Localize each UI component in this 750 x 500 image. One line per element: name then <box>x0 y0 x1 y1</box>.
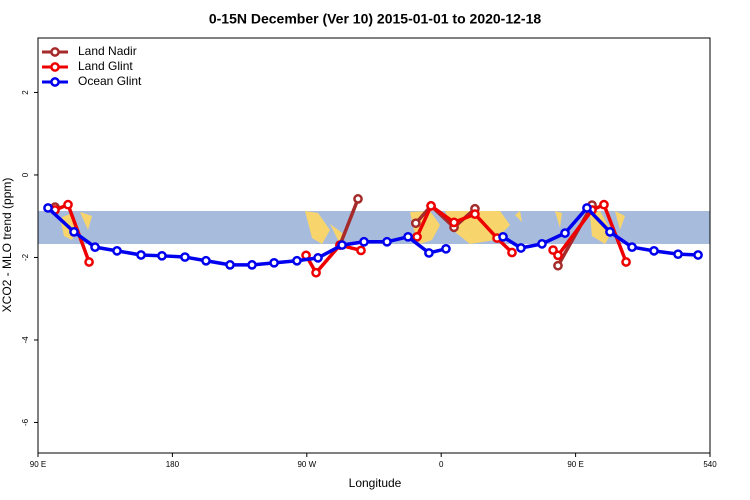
series-point <box>412 231 422 242</box>
legend-label: Ocean Glint <box>78 74 142 88</box>
series-point <box>441 243 451 254</box>
series-point <box>356 245 366 256</box>
series-point <box>201 255 211 266</box>
legend-marker <box>50 77 60 87</box>
series-point <box>69 227 79 237</box>
series-point <box>621 257 631 267</box>
series-point <box>599 199 609 210</box>
x-tick-label: 180 <box>166 460 180 469</box>
series-point <box>403 231 413 242</box>
y-tick-label: -4 <box>21 336 30 344</box>
series-point <box>313 253 323 263</box>
series-point <box>516 243 526 253</box>
series-point <box>136 250 146 260</box>
series-point <box>649 246 659 256</box>
series-line <box>502 206 699 257</box>
plot-frame <box>37 37 711 454</box>
series-point <box>247 260 257 270</box>
series-point <box>553 260 563 271</box>
x-tick-label: 0 <box>439 460 444 469</box>
series-point <box>84 257 94 267</box>
series-point <box>63 199 73 210</box>
y-axis-label: XCO2 - MLO trend (ppm) <box>0 178 14 313</box>
legend-label: Land Nadir <box>78 44 137 58</box>
series-point <box>410 218 421 229</box>
x-tick-label: 90 W <box>297 460 316 469</box>
series-point <box>269 257 279 268</box>
legend-marker <box>50 47 60 57</box>
x-axis-label: Longitude <box>349 476 402 490</box>
series-point <box>553 250 563 261</box>
series-point <box>560 228 570 238</box>
y-tick-label: -2 <box>21 253 30 261</box>
series-point <box>673 249 683 260</box>
series-point <box>582 203 592 213</box>
series-point <box>90 242 100 253</box>
chart-title: 0-15N December (Ver 10) 2015-01-01 to 20… <box>209 11 542 27</box>
series-point <box>353 194 363 204</box>
series-point <box>426 201 436 211</box>
series-line <box>338 198 360 246</box>
series-point <box>157 250 167 261</box>
series-point <box>311 267 321 278</box>
series-line <box>304 243 362 275</box>
x-tick-label: 90 E <box>30 460 46 469</box>
series-point <box>605 227 615 237</box>
series-point <box>424 248 434 258</box>
legend-label: Land Glint <box>78 59 133 73</box>
series-point <box>180 252 190 262</box>
series-point <box>537 238 547 249</box>
series-point <box>693 250 703 260</box>
x-tick-label: 90 E <box>567 460 583 469</box>
series-point <box>112 246 122 256</box>
y-tick-label: 0 <box>21 172 30 177</box>
map-band <box>38 211 710 244</box>
series-point <box>498 231 508 242</box>
series-point <box>507 247 517 258</box>
series-point <box>382 236 392 247</box>
series-point <box>359 236 369 247</box>
series-point <box>43 203 53 213</box>
series-point <box>470 209 480 219</box>
legend-marker <box>50 62 60 72</box>
series-point <box>627 242 637 253</box>
series-point <box>292 255 302 266</box>
series-point <box>337 240 347 250</box>
series-point <box>449 217 459 228</box>
x-tick-label: 540 <box>703 460 717 469</box>
y-tick-label: -6 <box>21 418 30 426</box>
y-tick-label: 2 <box>21 90 30 95</box>
series-point <box>225 260 235 270</box>
